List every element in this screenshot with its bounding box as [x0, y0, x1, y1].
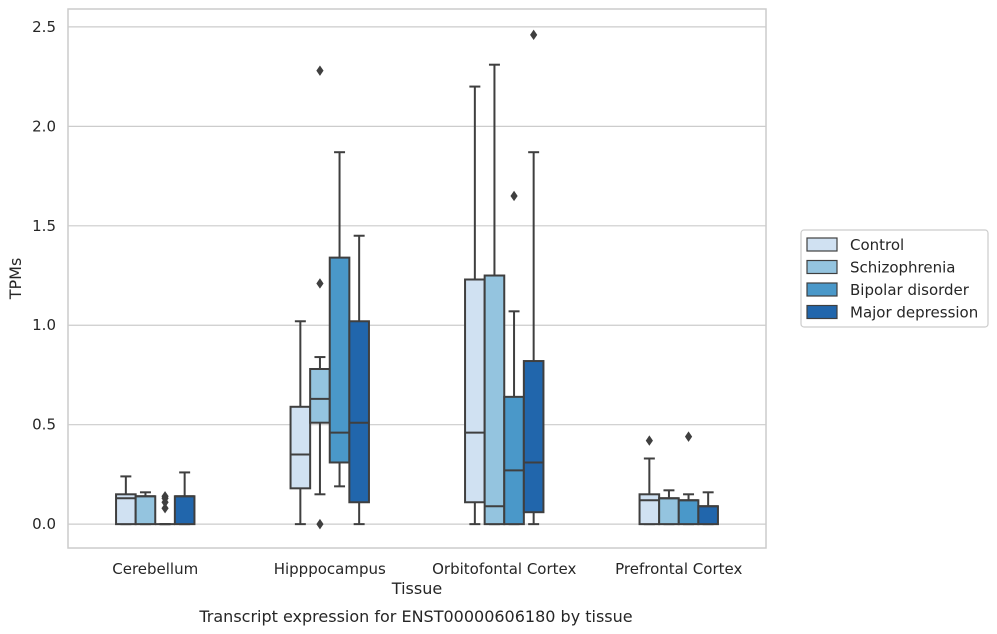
box-iqr [464, 278, 486, 504]
box-bipolar-disorder-1 [328, 151, 351, 488]
box-iqr [638, 493, 661, 526]
y-tick-label: 1.0 [32, 316, 56, 334]
box-iqr [134, 495, 157, 526]
y-axis-ticks: 0.0 0.5 1.0 1.5 2.0 2.5 [32, 18, 56, 533]
chart-caption: Transcript expression for ENST0000060618… [198, 607, 632, 626]
legend: Control Schizophrenia Bipolar disorder Majo… [800, 229, 989, 328]
x-tick-label: Cerebellum [112, 560, 198, 578]
box-bipolar-disorder-3 [677, 431, 700, 526]
legend-item: Control [806, 236, 904, 254]
legend-item: Bipolar disorder [806, 281, 970, 299]
outlier-point [316, 518, 324, 530]
outlier-point [161, 503, 169, 514]
box-iqr [289, 405, 312, 490]
box-control-0 [115, 475, 137, 526]
legend-swatch [806, 237, 838, 252]
x-tick-label: Prefrontal Cortex [615, 560, 742, 578]
box-major-depression-1 [348, 234, 370, 526]
y-tick-label: 0.0 [32, 515, 56, 533]
box-control-2 [464, 85, 486, 526]
x-tick-label: Hipppocampus [274, 560, 386, 578]
box-iqr [522, 360, 545, 514]
legend-item: Major depression [806, 304, 978, 322]
legend-label: Control [850, 236, 904, 254]
x-axis-label: Tissue [391, 579, 442, 598]
y-axis-label: TPMs [6, 258, 25, 301]
box-schizophrenia-0 [134, 491, 157, 526]
legend-item: Schizophrenia [806, 259, 955, 277]
box-schizophrenia-2 [483, 63, 506, 526]
box-iqr [658, 497, 680, 526]
box-major-depression-0 [173, 471, 196, 526]
outlier-point [161, 491, 169, 502]
outlier-point [316, 278, 324, 289]
outlier-point [645, 435, 653, 446]
y-tick-label: 2.0 [32, 117, 56, 135]
legend-label: Bipolar disorder [850, 281, 970, 299]
legend-swatch [806, 259, 838, 275]
box-control-1 [289, 320, 312, 526]
box-iqr [309, 367, 331, 424]
box-iqr [697, 505, 719, 526]
outlier-point [530, 29, 538, 41]
legend-swatch [806, 304, 838, 320]
x-axis-ticks: Cerebellum Hipppocampus Orbitofontal Corte… [112, 560, 742, 578]
y-tick-label: 1.5 [32, 217, 56, 235]
box-major-depression-2 [522, 29, 545, 526]
box-iqr [483, 274, 506, 526]
box-iqr [348, 320, 370, 504]
box-schizophrenia-1 [309, 65, 331, 530]
outlier-point [316, 65, 324, 76]
legend-frame [800, 229, 989, 328]
box-bipolar-disorder-0 [155, 491, 175, 526]
legend-label: Schizophrenia [850, 259, 955, 277]
y-tick-label: 0.5 [32, 416, 56, 434]
box-schizophrenia-3 [658, 489, 680, 526]
x-tick-label: Orbitofontal Cortex [432, 560, 576, 578]
box-series [115, 29, 719, 530]
box-major-depression-3 [697, 491, 719, 526]
box-bipolar-disorder-2 [503, 190, 525, 526]
box-iqr [503, 395, 525, 526]
box-control-3 [638, 435, 661, 526]
plot-frame [67, 8, 767, 549]
legend-label: Major depression [850, 304, 978, 322]
legend-swatch [806, 282, 838, 297]
gridlines [68, 26, 766, 525]
box-iqr [173, 495, 196, 526]
box-iqr [677, 499, 700, 526]
y-tick-label: 2.5 [32, 18, 56, 36]
outlier-point [510, 190, 518, 202]
outlier-point [684, 431, 693, 442]
